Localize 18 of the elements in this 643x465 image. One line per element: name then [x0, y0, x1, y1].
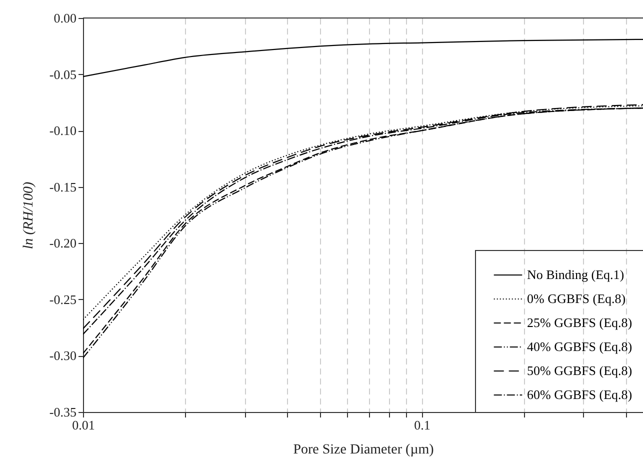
y-tick-label: -0.25 [49, 292, 76, 307]
y-axis-title: ln (RH/100) [21, 182, 36, 250]
legend-label: 0% GGBFS (Eq.8) [527, 291, 626, 306]
legend-label: 50% GGBFS (Eq.8) [527, 363, 632, 378]
legend-label: 40% GGBFS (Eq.8) [527, 339, 632, 354]
legend-label: No Binding (Eq.1) [527, 267, 624, 282]
y-tick-label: -0.05 [49, 66, 76, 82]
y-tick-label: -0.30 [49, 348, 76, 364]
x-tick-label: 0.01 [72, 418, 95, 432]
y-tick-label: -0.10 [49, 123, 76, 138]
legend-label: 25% GGBFS (Eq.8) [527, 315, 632, 330]
x-axis-title: Pore Size Diameter (µm) [293, 442, 434, 458]
y-tick-label: -0.20 [49, 236, 76, 251]
y-tick-label: 0.00 [54, 10, 76, 26]
x-tick-label: 0.1 [414, 418, 430, 432]
y-tick-label: -0.15 [49, 179, 76, 194]
legend-label: 60% GGBFS (Eq.8) [527, 387, 632, 402]
y-tick-label: -0.35 [49, 404, 76, 420]
